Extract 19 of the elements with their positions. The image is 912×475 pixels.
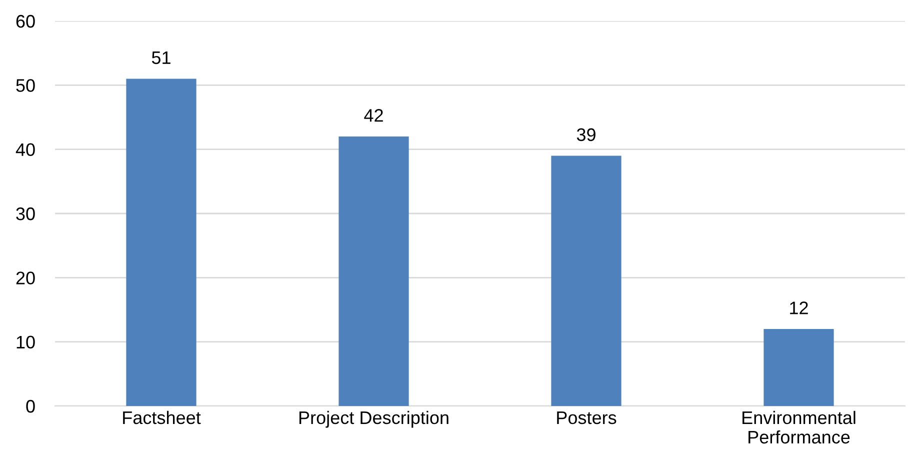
y-tick-label: 40 <box>16 143 35 156</box>
x-tick-label: Factsheet <box>123 410 201 424</box>
y-tick-label: 0 <box>26 400 35 413</box>
bar <box>764 329 834 406</box>
y-tick-label: 50 <box>16 79 35 92</box>
data-label: 51 <box>152 51 170 64</box>
x-tick-label: Project Description <box>299 410 448 428</box>
bar <box>338 136 409 406</box>
y-tick-label: 30 <box>16 207 35 220</box>
y-tick-label: 10 <box>16 336 35 349</box>
x-tick-label: Environmental Performance <box>742 410 856 444</box>
data-label: 12 <box>790 302 808 314</box>
x-tick-label: Posters <box>557 412 616 424</box>
data-label: 39 <box>576 128 596 142</box>
y-tick-label: 20 <box>16 272 35 284</box>
y-tick-label: 60 <box>16 14 35 28</box>
data-label: 42 <box>364 109 383 122</box>
bar <box>126 78 196 406</box>
bar <box>551 156 622 406</box>
